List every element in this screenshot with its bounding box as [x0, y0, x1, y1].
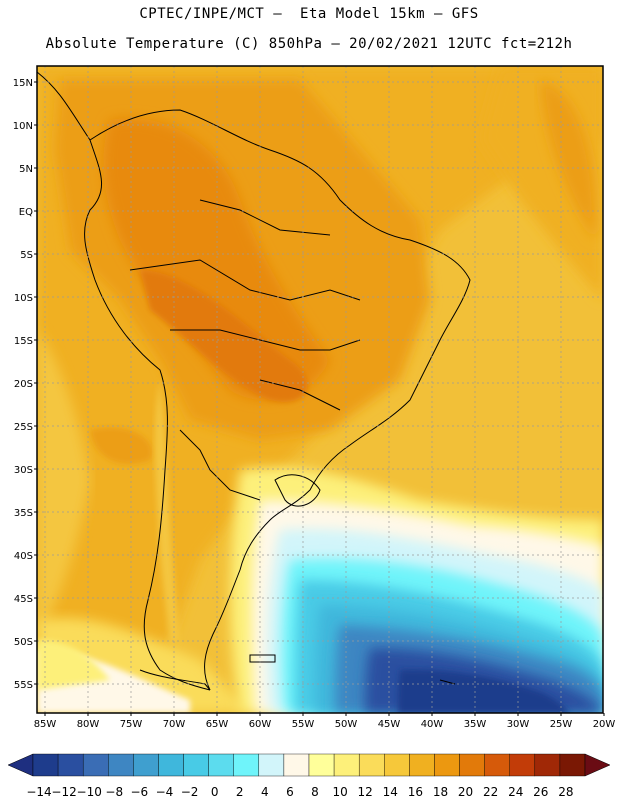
lat-label: 30S [14, 465, 33, 476]
lon-label: 50W [335, 719, 358, 730]
lat-label: 45S [14, 594, 33, 605]
colorbar-swatch [484, 753, 510, 777]
colorbar-label: 26 [533, 785, 548, 799]
colorbar-label: 28 [558, 785, 573, 799]
lon-label: 60W [249, 719, 272, 730]
map-title-line1: CPTEC/INPE/MCT – Eta Model 15km – GFS [139, 6, 479, 22]
latitude-labels: 15N 10N 5N EQ 5S 10S 15S 20S 25S 30S 35S 40S 45S 50S 5… [13, 78, 37, 691]
lat-label: 5N [19, 164, 33, 175]
lon-label: 80W [77, 719, 100, 730]
lat-label: EQ [19, 207, 33, 218]
lon-label: 65W [206, 719, 229, 730]
colorbar-swatch [509, 753, 536, 777]
lat-label: 50S [14, 637, 33, 648]
lat-label: 10N [13, 121, 33, 132]
lon-label: 30W [507, 719, 530, 730]
lon-label: 85W [34, 719, 57, 730]
lon-label: 35W [464, 719, 487, 730]
colorbar-swatch [283, 753, 310, 777]
colorbar-swatch [82, 753, 109, 777]
lon-label: 45W [378, 719, 401, 730]
colorbar-label: −10 [77, 785, 102, 799]
colorbar-label: 4 [261, 785, 269, 799]
colorbar-label: 2 [236, 785, 244, 799]
colorbar-label: −2 [181, 785, 199, 799]
colorbar-swatch [409, 753, 435, 777]
lon-label: 40W [421, 719, 444, 730]
colorbar-label: 12 [358, 785, 373, 799]
colorbar-swatch [158, 753, 184, 777]
lon-label: 75W [120, 719, 143, 730]
longitude-labels: 85W 80W 75W 70W 65W 60W 55W 50W 45W 40W 35W 30W 25W 2… [34, 713, 616, 730]
lat-label: 25S [14, 422, 33, 433]
colorbar-swatch [534, 753, 561, 777]
lon-label: 20W [593, 719, 616, 730]
colorbar-swatch [108, 753, 134, 777]
lon-label: 70W [163, 719, 186, 730]
lat-label: 55S [14, 680, 33, 691]
colorbar-swatch [32, 753, 59, 777]
map-title-line2: Absolute Temperature (C) 850hPa – 20/02/… [45, 36, 573, 52]
colorbar-label: 6 [286, 785, 294, 799]
colorbar-label: −4 [156, 785, 174, 799]
colorbar-swatch [308, 753, 335, 777]
colorbar-over-arrow [584, 753, 611, 777]
lon-label: 55W [292, 719, 315, 730]
colorbar-swatch [183, 753, 209, 777]
lat-label: 5S [20, 250, 33, 261]
lat-label: 15S [14, 336, 33, 347]
colorbar-label: 8 [311, 785, 319, 799]
colorbar-label: 0 [211, 785, 219, 799]
lat-label: 20S [14, 379, 33, 390]
colorbar-label: −6 [131, 785, 149, 799]
colorbar-label: 22 [483, 785, 498, 799]
colorbar-swatch [57, 753, 84, 777]
colorbar-label: 20 [458, 785, 473, 799]
colorbar-swatch [208, 753, 234, 777]
colorbar-swatch [358, 753, 385, 777]
colorbar: −14 −12 −10 −8 −6 −4 −2 0 2 4 6 8 10 12 14 16 18 20 22 24 26… [7, 753, 611, 799]
colorbar-swatch [384, 753, 410, 777]
colorbar-label: −8 [105, 785, 123, 799]
colorbar-label: 16 [408, 785, 423, 799]
lon-label: 25W [550, 719, 573, 730]
colorbar-label: 24 [508, 785, 523, 799]
colorbar-swatch [459, 753, 485, 777]
colorbar-label: 14 [383, 785, 398, 799]
colorbar-label: −12 [51, 785, 76, 799]
map-frame [36, 65, 604, 714]
colorbar-swatch [559, 753, 586, 777]
colorbar-swatch [333, 753, 360, 777]
colorbar-under-arrow [7, 753, 34, 777]
lat-label: 35S [14, 508, 33, 519]
colorbar-label: −14 [26, 785, 51, 799]
lat-label: 15N [13, 78, 33, 89]
colorbar-swatch [133, 753, 159, 777]
coastlines [37, 71, 471, 691]
graticule [37, 66, 603, 713]
temperature-field [37, 66, 603, 713]
lat-label: 40S [14, 551, 33, 562]
colorbar-label: 10 [332, 785, 347, 799]
colorbar-label: 18 [433, 785, 448, 799]
colorbar-swatch [434, 753, 460, 777]
colorbar-swatch [258, 753, 285, 777]
lat-label: 10S [14, 293, 33, 304]
colorbar-swatch [233, 753, 260, 777]
